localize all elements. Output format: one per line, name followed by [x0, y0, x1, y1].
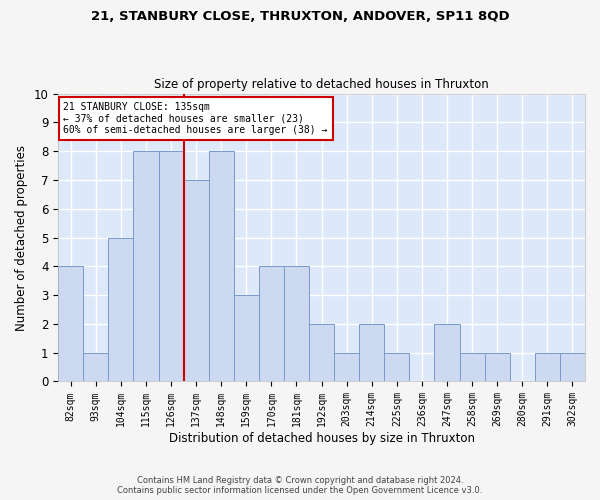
Bar [259, 266, 284, 382]
Bar [535, 352, 560, 382]
Bar [234, 295, 259, 382]
Bar [158, 151, 184, 382]
Bar [109, 238, 133, 382]
Text: 21 STANBURY CLOSE: 135sqm
← 37% of detached houses are smaller (23)
60% of semi-: 21 STANBURY CLOSE: 135sqm ← 37% of detac… [64, 102, 328, 136]
Bar [460, 352, 485, 382]
Y-axis label: Number of detached properties: Number of detached properties [15, 144, 28, 330]
Bar [434, 324, 460, 382]
Bar [485, 352, 510, 382]
Text: Contains HM Land Registry data © Crown copyright and database right 2024.
Contai: Contains HM Land Registry data © Crown c… [118, 476, 482, 495]
Bar [359, 324, 384, 382]
Bar [184, 180, 209, 382]
X-axis label: Distribution of detached houses by size in Thruxton: Distribution of detached houses by size … [169, 432, 475, 445]
Text: 21, STANBURY CLOSE, THRUXTON, ANDOVER, SP11 8QD: 21, STANBURY CLOSE, THRUXTON, ANDOVER, S… [91, 10, 509, 23]
Bar [309, 324, 334, 382]
Bar [83, 352, 109, 382]
Bar [384, 352, 409, 382]
Bar [209, 151, 234, 382]
Title: Size of property relative to detached houses in Thruxton: Size of property relative to detached ho… [154, 78, 489, 91]
Bar [560, 352, 585, 382]
Bar [334, 352, 359, 382]
Bar [58, 266, 83, 382]
Bar [284, 266, 309, 382]
Bar [133, 151, 158, 382]
